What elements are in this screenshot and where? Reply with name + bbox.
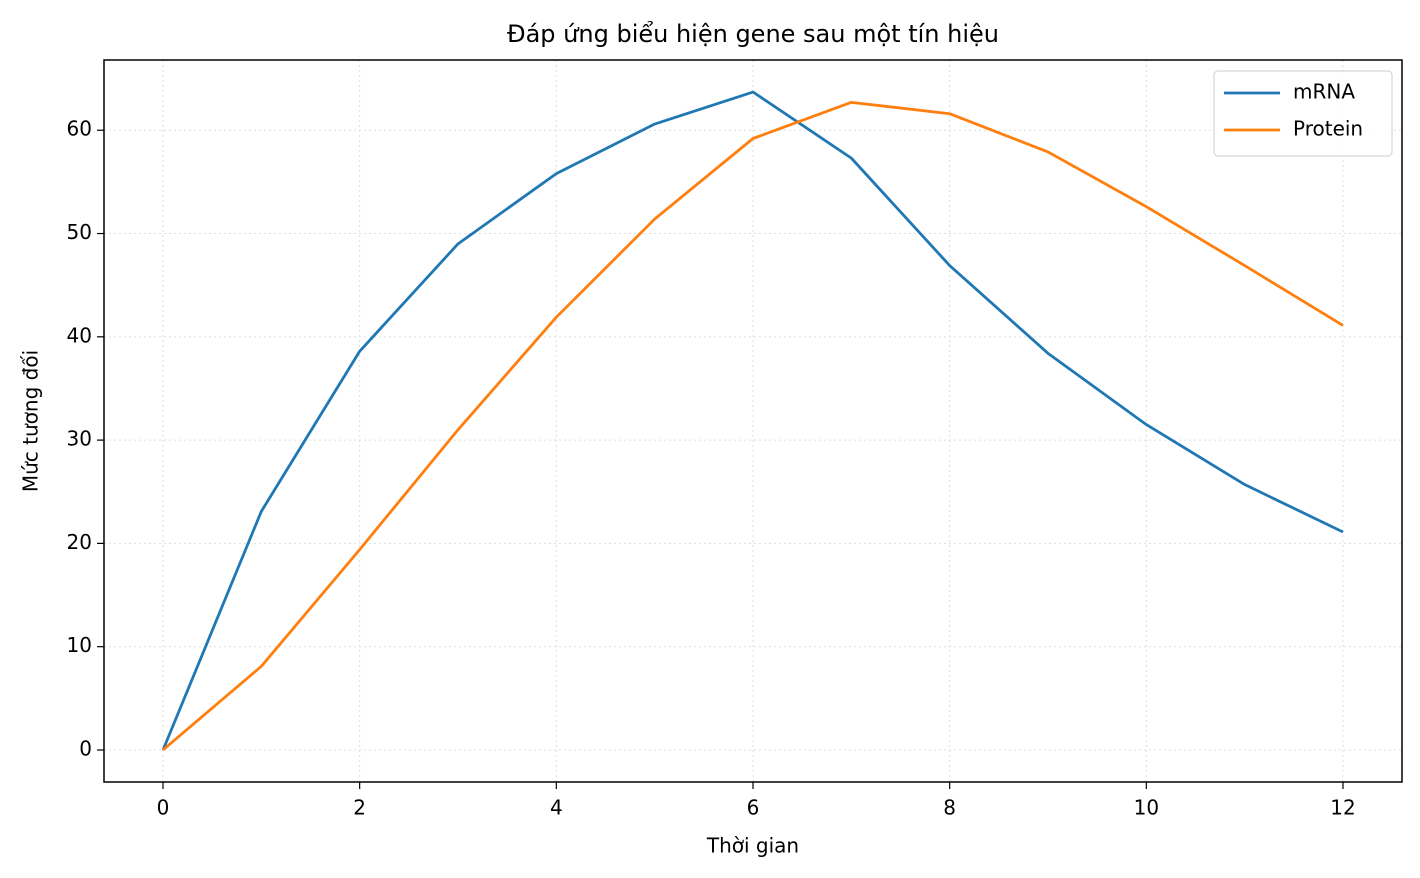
y-tick-label: 40 (67, 323, 92, 347)
plot-frame (103, 59, 1403, 783)
data-line (162, 100, 1344, 752)
legend-label: Protein (1293, 117, 1363, 141)
x-axis-label: Thời gian (706, 834, 799, 858)
y-tick-label: 50 (67, 220, 92, 244)
y-tick-label: 30 (67, 427, 92, 451)
x-tick-label: 12 (1330, 796, 1355, 820)
y-axis-label: Mức tương đối (19, 350, 43, 492)
chart-title: Đáp ứng biểu hiện gene sau một tín hiệu (507, 20, 999, 48)
legend: mRNA Protein (1213, 70, 1393, 157)
y-tick-label: 60 (67, 117, 92, 141)
legend-label: mRNA (1293, 80, 1355, 104)
y-tick-label: 10 (67, 633, 92, 657)
y-tick-label: 20 (67, 530, 92, 554)
x-tick-label: 10 (1134, 796, 1159, 820)
data-line (161, 90, 1344, 751)
x-tick-label: 8 (943, 796, 956, 820)
x-tick-label: 0 (157, 796, 170, 820)
y-tick-label: 0 (79, 736, 92, 760)
x-tick-label: 2 (353, 796, 366, 820)
x-tick-label: 6 (747, 796, 760, 820)
x-tick-label: 4 (550, 796, 563, 820)
